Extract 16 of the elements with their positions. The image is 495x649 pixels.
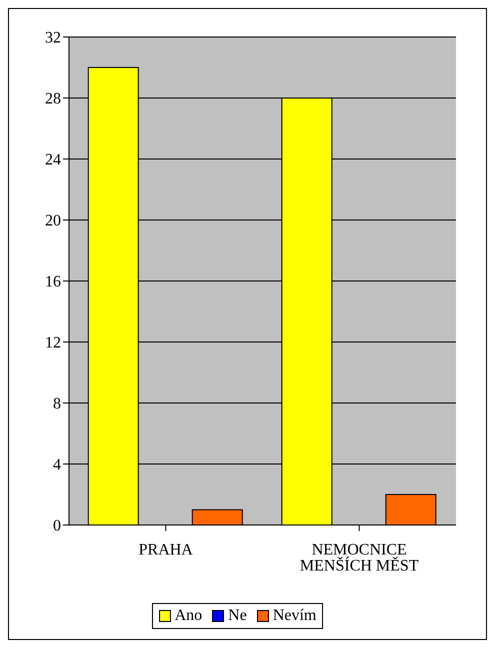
y-tick-label: 8 <box>53 396 61 413</box>
y-tick-label: 4 <box>53 456 61 474</box>
x-tick-label: PRAHA <box>138 541 194 558</box>
y-tick-label: 12 <box>45 334 61 352</box>
y-tick-label: 24 <box>45 152 61 169</box>
bar <box>192 509 243 525</box>
bar <box>385 494 436 525</box>
legend-label: Ne <box>227 607 247 625</box>
y-tick-label: 20 <box>45 212 61 230</box>
x-tick-label: NEMOCNICE MENŠÍCH MĚST <box>300 541 419 574</box>
y-tick-label: 28 <box>45 90 61 108</box>
legend-label: Ano <box>174 607 202 625</box>
y-tick-label: 0 <box>53 518 61 535</box>
legend-label: Nevím <box>272 607 316 625</box>
y-tick-label: 32 <box>45 30 61 47</box>
y-tick-label: 16 <box>45 274 61 291</box>
